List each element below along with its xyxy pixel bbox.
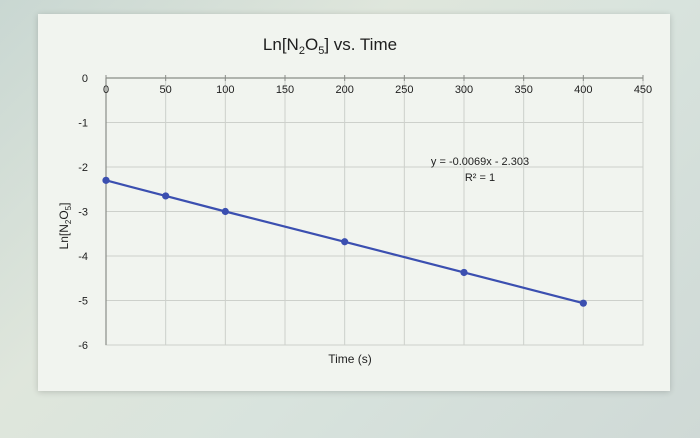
- trendline-r-squared: R² = 1: [465, 172, 495, 184]
- x-tick-label: 250: [395, 84, 413, 96]
- trendline-equation: y = -0.0069x - 2.303: [431, 156, 529, 168]
- axes: [105, 75, 644, 345]
- data-point: [221, 207, 229, 216]
- grid: [105, 77, 644, 346]
- y-tick-label: -4: [78, 251, 88, 263]
- y-tick-label: -6: [78, 340, 88, 352]
- x-tick-label: 100: [216, 84, 234, 96]
- y-tick-label: 0: [82, 73, 88, 85]
- y-tick-label: -2: [78, 162, 88, 174]
- x-tick-label: 150: [276, 84, 294, 96]
- x-tick-label: 400: [574, 84, 592, 96]
- x-tick-label: 450: [634, 84, 652, 96]
- x-axis-label: Time (s): [328, 352, 372, 366]
- x-tick-label: 0: [103, 84, 109, 96]
- data-point: [341, 238, 349, 246]
- y-tick-label: -1: [78, 118, 88, 130]
- y-tick-label: -3: [78, 207, 88, 219]
- chart-title: Ln[N2O5] vs. Time: [263, 35, 397, 57]
- data-point: [162, 192, 170, 200]
- data-point: [460, 268, 468, 277]
- x-tick-label: 50: [160, 84, 172, 96]
- tick-labels: 0 50 100 150 200 250 300 350 400 450 0 -1 -2 -3 -4 -5 -6: [78, 73, 652, 352]
- x-tick-label: 300: [455, 84, 473, 96]
- series-line: [105, 179, 584, 305]
- y-axis-label: Ln[N2O5]: [57, 203, 73, 250]
- chart-container: 0 50 100 150 200 250 300 350 400 450 0 -1 -2 -3 -4 -5 -6…: [38, 14, 670, 391]
- data-series: [102, 176, 587, 307]
- x-tick-label: 200: [335, 84, 353, 96]
- x-tick-label: 350: [514, 84, 532, 96]
- data-point: [579, 299, 587, 307]
- y-tick-label: -5: [78, 296, 88, 308]
- data-point: [102, 176, 110, 184]
- line-chart: 0 50 100 150 200 250 300 350 400 450 0 -1 -2 -3 -4 -5 -6…: [57, 35, 652, 366]
